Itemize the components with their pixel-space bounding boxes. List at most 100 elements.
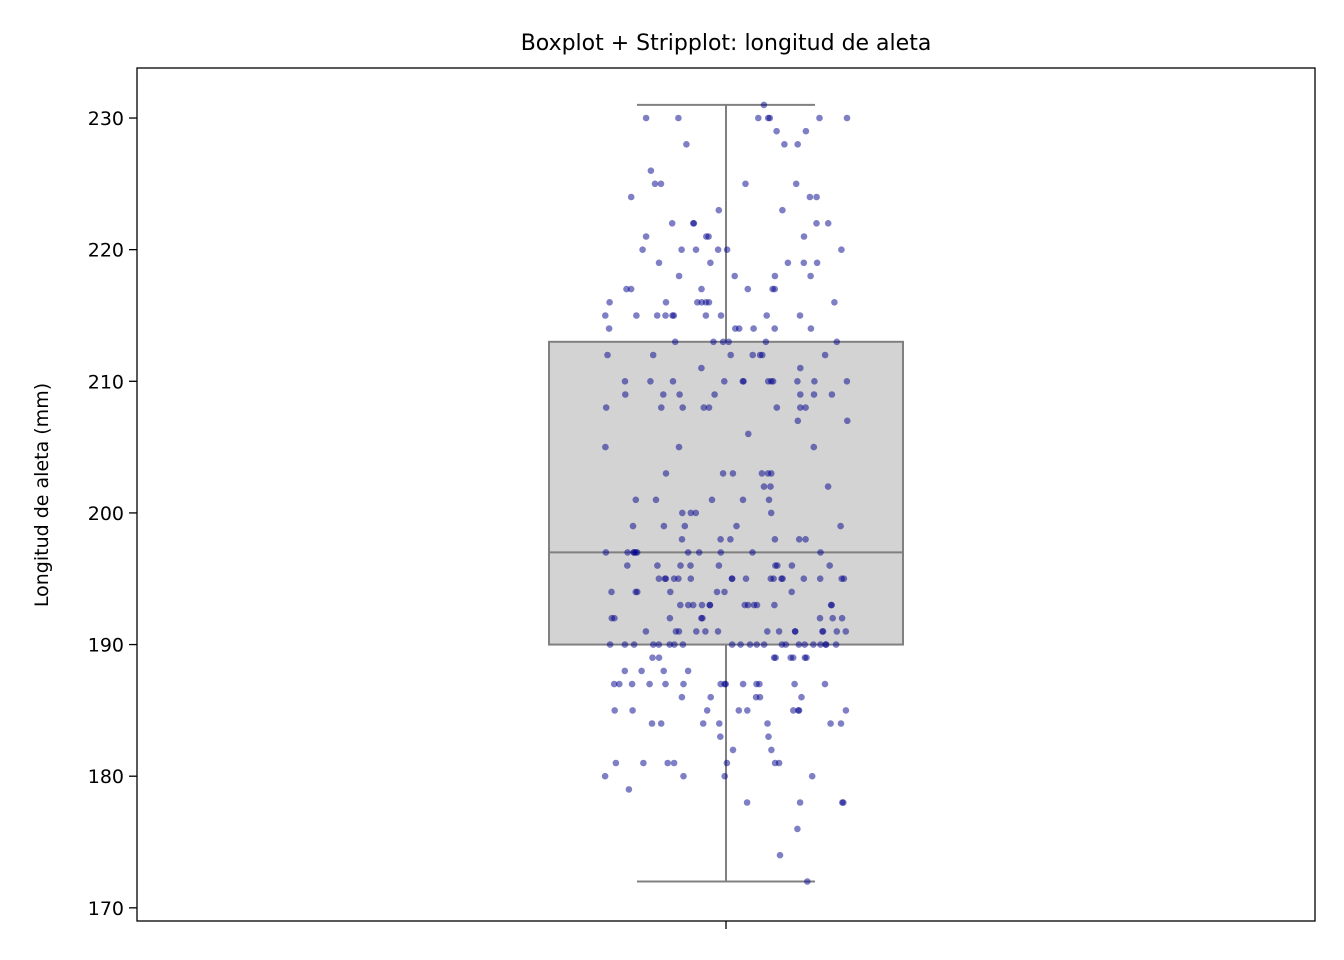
strip-point [602, 549, 610, 556]
strip-point [787, 654, 794, 661]
y-tick-label: 170 [88, 898, 124, 920]
strip-point [822, 641, 829, 648]
strip-point [788, 588, 795, 596]
strip-point [677, 562, 684, 569]
strip-point [771, 325, 778, 332]
strip-point [810, 443, 818, 451]
strip-point [807, 272, 814, 280]
strip-point [715, 562, 723, 569]
strip-point [632, 588, 639, 596]
y-tick-label: 180 [88, 766, 124, 788]
strip-point [742, 180, 749, 188]
strip-point [837, 522, 844, 530]
strip-point [744, 601, 752, 609]
strip-point [721, 772, 728, 780]
strip-point [758, 470, 766, 477]
strip-point [794, 141, 801, 148]
strip-point [781, 141, 788, 148]
strip-point [775, 759, 783, 767]
strip-point [670, 575, 678, 582]
strip-point [628, 680, 636, 688]
strip-point [707, 259, 714, 267]
strip-point [657, 720, 665, 727]
strip-point [767, 575, 775, 582]
strip-point [794, 825, 801, 833]
strip-point [764, 628, 771, 635]
strip-point [669, 378, 677, 385]
strip-point [755, 114, 762, 122]
strip-point [721, 588, 728, 596]
strip-point [778, 641, 786, 648]
strip-point [791, 680, 798, 688]
strip-point [677, 601, 684, 609]
strip-point [705, 299, 713, 306]
strip-point [648, 720, 656, 727]
strip-point [735, 325, 743, 332]
strip-point [794, 417, 802, 425]
strip-point [629, 522, 637, 530]
strip-point [739, 496, 747, 504]
strip-point [750, 601, 758, 609]
strip-point [771, 285, 778, 293]
strip-point [773, 404, 781, 411]
strip-point [813, 193, 820, 201]
strip-point [810, 641, 817, 648]
strip-point [698, 285, 705, 293]
strip-point [796, 312, 804, 319]
strip-point [821, 680, 829, 688]
strip-point [784, 259, 792, 267]
strip-point [721, 378, 728, 385]
y-axis-ticks: 170 180 190 200 210 220 230 [88, 108, 137, 920]
strip-point [601, 772, 609, 780]
strip-point [681, 522, 689, 530]
strip-point [715, 206, 723, 214]
strip-point [716, 720, 723, 727]
strip-point [642, 114, 650, 122]
strip-point [729, 746, 737, 754]
strip-point [611, 707, 618, 714]
strip-point [706, 601, 714, 609]
strip-point [795, 641, 803, 648]
strip-point [772, 562, 779, 569]
strip-point [660, 391, 667, 398]
strip-point [838, 246, 845, 253]
strip-point [806, 193, 814, 201]
strip-point [662, 680, 669, 688]
strip-point [767, 509, 775, 517]
strip-point [796, 799, 804, 806]
strip-point [795, 536, 803, 543]
strip-point [723, 246, 731, 253]
strip-point [602, 443, 609, 451]
strip-point [604, 351, 611, 359]
strip-point [776, 851, 784, 859]
strip-point [723, 759, 731, 767]
strip-point [653, 312, 661, 319]
y-tick-label: 190 [88, 635, 124, 657]
strip-point [752, 693, 760, 701]
strip-point [801, 654, 809, 661]
strip-point [675, 628, 683, 635]
strip-point [622, 391, 629, 398]
strip-point [824, 483, 832, 490]
strip-point [666, 614, 674, 622]
strip-point [606, 299, 613, 306]
strip-point [684, 549, 692, 556]
y-tick-label: 200 [88, 503, 124, 525]
strip-point [698, 364, 705, 372]
strip-point [658, 404, 665, 411]
strip-point [685, 601, 692, 609]
strip-point [828, 391, 836, 398]
strip-point [638, 667, 645, 675]
strip-point [678, 693, 686, 701]
strip-point [667, 588, 674, 596]
strip-point [660, 522, 668, 530]
strip-point [698, 601, 706, 609]
strip-point [708, 496, 716, 504]
strip-point [642, 233, 650, 240]
strip-point [801, 641, 808, 648]
strip-point [792, 180, 800, 188]
strip-point [764, 470, 772, 477]
strip-point [837, 720, 845, 727]
strip-point [808, 772, 816, 780]
